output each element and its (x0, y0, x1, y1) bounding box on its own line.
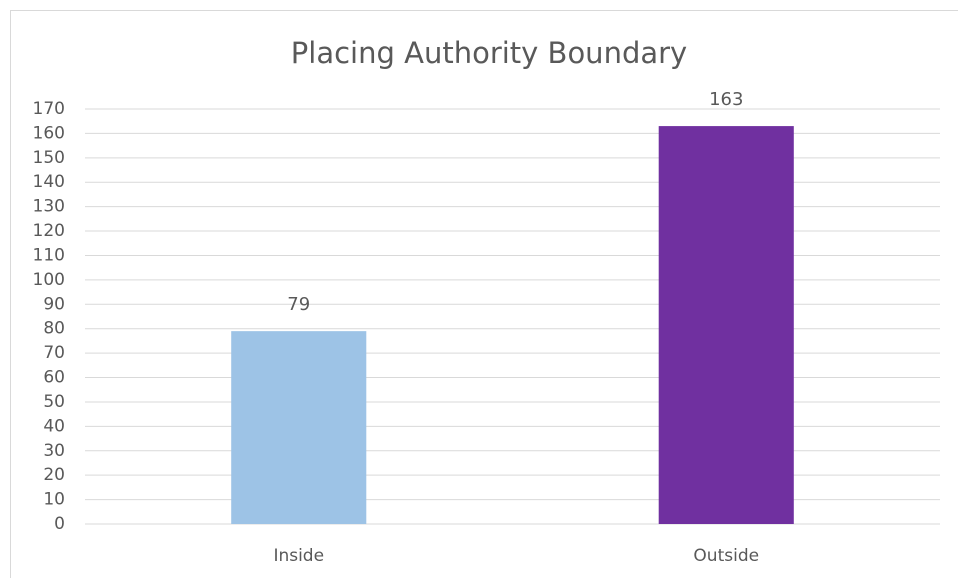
y-tick-label: 100 (33, 270, 65, 290)
chart-title: Placing Authority Boundary (291, 36, 687, 70)
y-tick-label: 30 (43, 441, 65, 461)
y-tick-label: 140 (33, 172, 65, 192)
y-tick-label: 40 (43, 416, 65, 436)
y-tick-label: 170 (33, 99, 65, 119)
bar (231, 331, 367, 524)
y-tick-label: 130 (33, 197, 65, 217)
y-tick-label: 0 (54, 514, 65, 534)
y-tick-label: 20 (43, 465, 65, 485)
x-tick-label: Inside (273, 546, 324, 566)
y-tick-label: 110 (33, 245, 65, 265)
y-tick-label: 50 (43, 392, 65, 412)
y-tick-label: 150 (33, 148, 65, 168)
y-tick-label: 160 (33, 123, 65, 143)
chart-border (10, 10, 958, 578)
y-tick-label: 70 (43, 343, 65, 363)
y-tick-label: 10 (43, 490, 65, 510)
data-label: 163 (709, 89, 743, 110)
y-tick-label: 60 (43, 368, 65, 388)
y-tick-label: 120 (33, 221, 65, 241)
y-tick-label: 80 (43, 319, 65, 339)
bar (658, 126, 794, 525)
x-tick-label: Outside (693, 546, 759, 566)
y-tick-label: 90 (43, 294, 65, 314)
data-label: 79 (287, 294, 310, 315)
